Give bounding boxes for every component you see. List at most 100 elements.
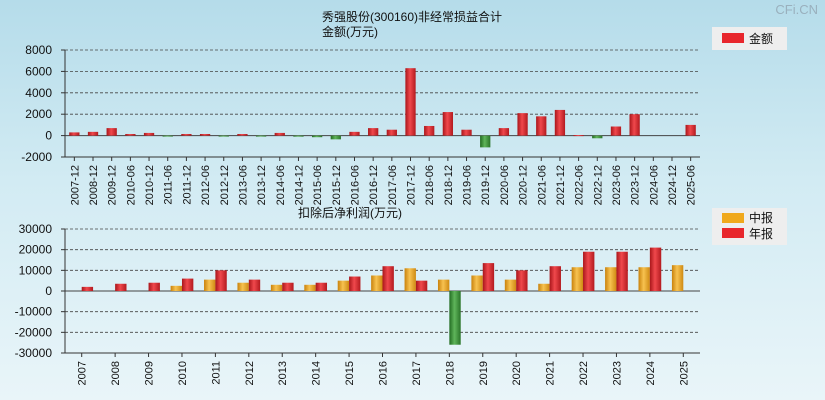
chart1-bar-2022-12 xyxy=(592,135,603,139)
chart2-bar-interim-2025 xyxy=(671,265,684,291)
chart2-bar-interim-2020 xyxy=(504,279,517,291)
chart2-bar-interim-2019 xyxy=(471,275,483,291)
chart2-bar-annual-2017 xyxy=(415,280,428,291)
c1-xtick-label: 2018-06 xyxy=(424,165,436,205)
chart2-bar-interim-2014 xyxy=(304,284,316,291)
chart2-bar-interim-2013 xyxy=(270,284,283,291)
c1-xtick-label: 2009-12 xyxy=(107,165,119,205)
c2-ytick-label: 10000 xyxy=(19,263,53,277)
chart1-bar-2015-06 xyxy=(311,135,323,138)
c2-xtick-label: 2015 xyxy=(344,361,356,385)
c1-xtick-label: 2013-06 xyxy=(237,165,249,205)
chart2-legend-label-annual: 年报 xyxy=(749,226,773,241)
c1-xtick-label: 2024-06 xyxy=(648,165,660,205)
chart1-bar-2016-12 xyxy=(368,128,379,136)
chart-nonrecurring: 秀强股份(300160)非经常损益合计 金额(万元) 金额 8000 6000 40… xyxy=(21,9,787,205)
c1-xtick-label: 2011-06 xyxy=(163,165,175,205)
c2-xtick-label: 2021 xyxy=(545,361,557,385)
c1-xtick-label: 2016-06 xyxy=(349,165,361,205)
chart1-bar-2009-12 xyxy=(106,128,117,136)
c2-xtick-label: 2023 xyxy=(611,361,623,385)
chart1-bar-2011-12 xyxy=(181,133,192,136)
chart2-plot: 30000 20000 10000 0 -10000 -20000 -30000 2007 2… xyxy=(15,222,700,385)
chart1-bar-2014-12 xyxy=(293,135,304,137)
chart1-bar-2012-12 xyxy=(218,135,229,137)
chart1-bar-2021-12 xyxy=(554,109,566,136)
c1-xtick-label: 2022-12 xyxy=(592,165,604,205)
chart1-plot: 8000 6000 4000 2000 0 -2000 2007-12 2008-12 200… xyxy=(21,43,700,205)
chart1-bar-2020-12 xyxy=(517,113,528,136)
c2-xtick-label: 2016 xyxy=(378,361,390,385)
c2-ytick-label: -20000 xyxy=(15,325,53,339)
c1-ytick-label: 0 xyxy=(45,129,52,143)
chart1-bar-2007-12 xyxy=(69,132,80,136)
c1-xtick-label: 2014-06 xyxy=(275,165,287,205)
c2-xtick-label: 2025 xyxy=(678,361,690,385)
chart2-bar-annual-2007 xyxy=(81,286,94,291)
c1-xtick-label: 2010-06 xyxy=(125,165,137,205)
c1-xtick-label: 2015-12 xyxy=(331,165,343,205)
c2-xtick-label: 2013 xyxy=(277,361,289,385)
c2-ytick-label: 30000 xyxy=(19,222,53,236)
chart1-bar-2011-06 xyxy=(162,135,173,137)
chart2-bar-annual-2021 xyxy=(549,266,561,291)
chart2-legend-swatch-interim xyxy=(722,213,744,223)
chart2-bar-interim-2018 xyxy=(437,279,450,291)
c2-xtick-label: 2008 xyxy=(110,361,122,385)
watermark: CFi.CN xyxy=(775,2,818,17)
chart1-legend-label-amount: 金额 xyxy=(749,31,773,46)
chart2-bar-interim-2011 xyxy=(204,279,216,291)
chart2-legend-label-interim: 中报 xyxy=(749,210,773,225)
chart2-bar-interim-2021 xyxy=(538,283,550,291)
chart1-title: 秀强股份(300160)非经常损益合计 xyxy=(322,9,502,24)
c1-ytick-label: 2000 xyxy=(25,107,52,121)
c1-xtick-label: 2020-12 xyxy=(518,165,530,205)
chart1-bar-2012-06 xyxy=(199,133,211,136)
c1-ytick-label: 8000 xyxy=(25,43,52,57)
c1-ytick-label: 4000 xyxy=(25,86,52,100)
c1-xtick-label: 2023-12 xyxy=(630,165,642,205)
c1-xtick-label: 2011-12 xyxy=(181,165,193,205)
c1-xtick-label: 2020-06 xyxy=(499,165,511,205)
c1-xtick-label: 2018-12 xyxy=(443,165,455,205)
c2-xtick-label: 2012 xyxy=(244,361,256,385)
chart2-bar-annual-2020 xyxy=(516,270,528,291)
chart2-bar-interim-2012 xyxy=(237,282,249,291)
c1-xtick-label: 2021-12 xyxy=(555,165,567,205)
c1-xtick-label: 2012-12 xyxy=(219,165,231,205)
c1-xtick-label: 2008-12 xyxy=(88,165,100,205)
chart2-bar-annual-2018 xyxy=(449,291,461,345)
chart1-bar-2013-06 xyxy=(237,133,248,136)
chart1-bar-2010-12 xyxy=(143,132,155,136)
chart2-bar-annual-2011 xyxy=(215,270,227,291)
chart2-title: 扣除后净利润(万元) xyxy=(298,205,402,220)
c2-xtick-label: 2022 xyxy=(578,361,590,385)
chart2-bar-interim-2015 xyxy=(337,280,350,291)
chart2-legend: 中报 年报 xyxy=(712,208,787,245)
c1-xtick-label: 2021-06 xyxy=(536,165,548,205)
c1-xtick-label: 2019-12 xyxy=(480,165,492,205)
chart1-bar-2025-06 xyxy=(685,124,696,136)
c2-ytick-label: 0 xyxy=(45,284,52,298)
c2-xtick-label: 2014 xyxy=(311,361,323,385)
chart1-bar-2008-12 xyxy=(87,131,99,136)
c2-xtick-label: 2010 xyxy=(177,361,189,385)
c1-xtick-label: 2017-12 xyxy=(406,165,418,205)
chart1-bar-2023-06 xyxy=(610,126,622,136)
c1-xtick-label: 2007-12 xyxy=(69,165,81,205)
chart2-bar-annual-2013 xyxy=(282,282,294,291)
c1-xtick-label: 2017-06 xyxy=(387,165,399,205)
chart1-bar-2021-06 xyxy=(536,116,547,136)
c1-xtick-label: 2015-06 xyxy=(312,165,324,205)
chart2-bar-annual-2023 xyxy=(616,251,628,291)
chart1-legend-swatch-amount xyxy=(722,33,744,43)
chart1-bar-2018-06 xyxy=(424,125,435,136)
c1-xtick-label: 2023-06 xyxy=(611,165,623,205)
c2-xtick-label: 2007 xyxy=(77,361,89,385)
c1-xtick-label: 2024-12 xyxy=(667,165,679,205)
chart2-bar-annual-2016 xyxy=(382,266,394,291)
chart2-bar-annual-2010 xyxy=(181,278,194,291)
c2-xtick-label: 2011 xyxy=(210,361,222,385)
c2-xtick-label: 2020 xyxy=(511,361,523,385)
